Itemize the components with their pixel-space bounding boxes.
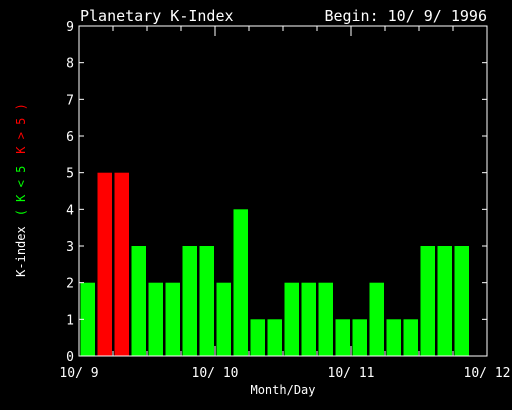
y-tick-label: 5 [66, 167, 74, 182]
x-tick-label: 10/ 11 [328, 366, 375, 381]
y-tick-label: 9 [66, 20, 74, 35]
k-index-bar [403, 319, 418, 356]
k-index-bar [199, 246, 214, 356]
k-index-bar [165, 282, 180, 356]
x-tick-label: 10/ 9 [59, 366, 98, 381]
y-axis-label: K-index ( K < 5 K > 5 ) [14, 103, 28, 277]
k-index-bar [114, 172, 129, 356]
x-tick-label: 10/ 12 [464, 366, 511, 381]
y-tick-label: 3 [66, 240, 74, 255]
k-index-bar [318, 282, 333, 356]
x-axis-label: Month/Day [250, 383, 315, 397]
k-index-bar [182, 246, 197, 356]
y-label-green: ( K < 5 [14, 166, 28, 217]
begin-date-label: Begin: 10/ 9/ 1996 [324, 7, 487, 25]
k-index-bar [301, 282, 316, 356]
k-index-bar [148, 282, 163, 356]
chart-title: Planetary K-Index [80, 7, 234, 25]
k-index-bar [267, 319, 282, 356]
k-index-bar [369, 282, 384, 356]
k-index-bar [250, 319, 265, 356]
y-tick-label: 0 [66, 350, 74, 365]
y-tick-label: 7 [66, 93, 74, 108]
k-index-bar [216, 282, 231, 356]
y-tick-label: 6 [66, 130, 74, 145]
k-index-bar [454, 246, 469, 356]
k-index-bar [97, 172, 112, 356]
x-tick-label: 10/ 10 [192, 366, 239, 381]
y-label-base: K-index [14, 226, 28, 277]
k-index-bar [131, 246, 146, 356]
y-tick-label: 4 [66, 203, 74, 218]
y-tick-label: 1 [66, 313, 74, 328]
k-index-bar [386, 319, 401, 356]
k-index-bar [437, 246, 452, 356]
y-tick-label: 2 [66, 277, 74, 292]
k-index-bar [80, 282, 95, 356]
k-index-bar [284, 282, 299, 356]
k-index-bar [233, 209, 248, 356]
k-index-bar [420, 246, 435, 356]
bars-group [80, 172, 469, 356]
plot-frame [78, 25, 488, 357]
k-index-bar [352, 319, 367, 356]
k-index-bar [335, 319, 350, 356]
y-tick-label: 8 [66, 57, 74, 72]
y-label-red: K > 5 ) [14, 103, 28, 154]
